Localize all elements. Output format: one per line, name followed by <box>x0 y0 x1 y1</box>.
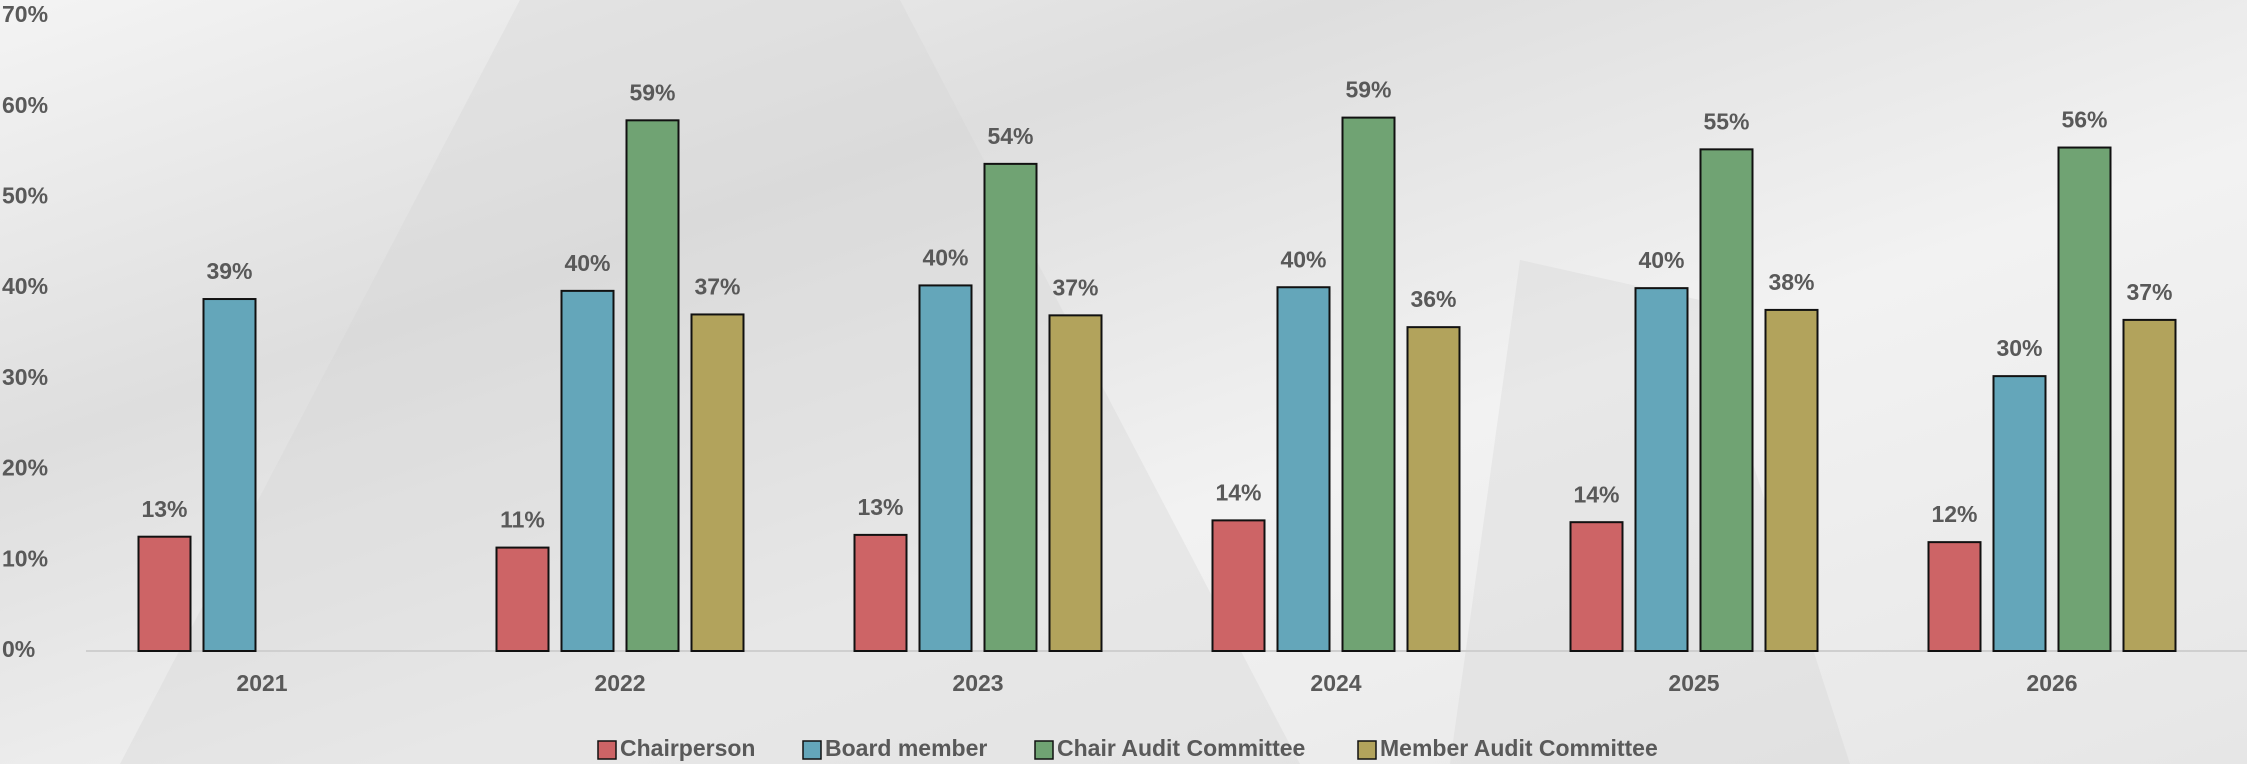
data-label: 38% <box>1768 269 1814 295</box>
bar <box>690 313 745 652</box>
legend-label: Member Audit Committee <box>1380 735 1658 761</box>
bar <box>560 289 615 652</box>
data-label: 13% <box>857 494 903 520</box>
legend-label: Chairperson <box>620 735 755 761</box>
bar <box>2122 318 2177 652</box>
bar <box>137 535 192 653</box>
bar <box>625 119 680 653</box>
legend-swatch <box>597 740 617 760</box>
data-label: 13% <box>141 496 187 522</box>
data-label: 36% <box>1410 286 1456 312</box>
data-label: 55% <box>1703 108 1749 134</box>
y-tick-label: 0% <box>2 636 35 662</box>
x-tick-label: 2026 <box>2026 670 2077 696</box>
x-tick-label: 2021 <box>236 670 287 696</box>
x-tick-label: 2025 <box>1668 670 1719 696</box>
bar <box>853 533 908 653</box>
data-label: 40% <box>1280 246 1326 272</box>
x-tick-label: 2022 <box>594 670 645 696</box>
bar <box>1927 541 1982 653</box>
bar <box>2057 146 2112 653</box>
legend-swatch <box>802 740 822 760</box>
legend-label: Chair Audit Committee <box>1057 735 1305 761</box>
y-tick-label: 60% <box>2 92 48 118</box>
legend-swatch <box>1034 740 1054 760</box>
bar <box>1276 286 1331 652</box>
y-tick-label: 10% <box>2 545 48 571</box>
y-tick-label: 20% <box>2 455 48 481</box>
data-label: 56% <box>2061 107 2107 133</box>
data-label: 59% <box>629 79 675 105</box>
bar <box>1406 326 1461 652</box>
data-label: 54% <box>987 123 1033 149</box>
bar <box>983 162 1038 652</box>
bar <box>1569 521 1624 653</box>
data-label: 11% <box>500 507 545 533</box>
y-tick-label: 50% <box>2 183 48 209</box>
data-label: 37% <box>694 274 740 300</box>
data-label: 37% <box>2126 279 2172 305</box>
bar <box>1341 116 1396 653</box>
legend-label: Board member <box>825 735 987 761</box>
bar <box>918 284 973 652</box>
data-label: 59% <box>1345 77 1391 103</box>
data-label: 14% <box>1215 479 1261 505</box>
y-tick-label: 40% <box>2 273 48 299</box>
bar <box>1211 519 1266 652</box>
data-label: 12% <box>1931 501 1977 527</box>
bar <box>1634 287 1689 652</box>
legend-swatch <box>1357 740 1377 760</box>
bar <box>1764 308 1819 652</box>
data-label: 39% <box>206 258 252 284</box>
data-label: 14% <box>1573 481 1619 507</box>
bar <box>1699 148 1754 652</box>
data-label: 40% <box>564 250 610 276</box>
data-label: 40% <box>922 244 968 270</box>
bar <box>1048 314 1103 652</box>
bar <box>202 298 257 652</box>
bar <box>1992 375 2047 652</box>
bar <box>495 546 550 652</box>
data-label: 30% <box>1996 335 2042 361</box>
y-tick-label: 70% <box>2 1 48 27</box>
data-label: 40% <box>1638 247 1684 273</box>
x-tick-label: 2024 <box>1310 670 1361 696</box>
x-tick-label: 2023 <box>952 670 1003 696</box>
y-tick-label: 30% <box>2 364 48 390</box>
data-label: 37% <box>1052 274 1098 300</box>
